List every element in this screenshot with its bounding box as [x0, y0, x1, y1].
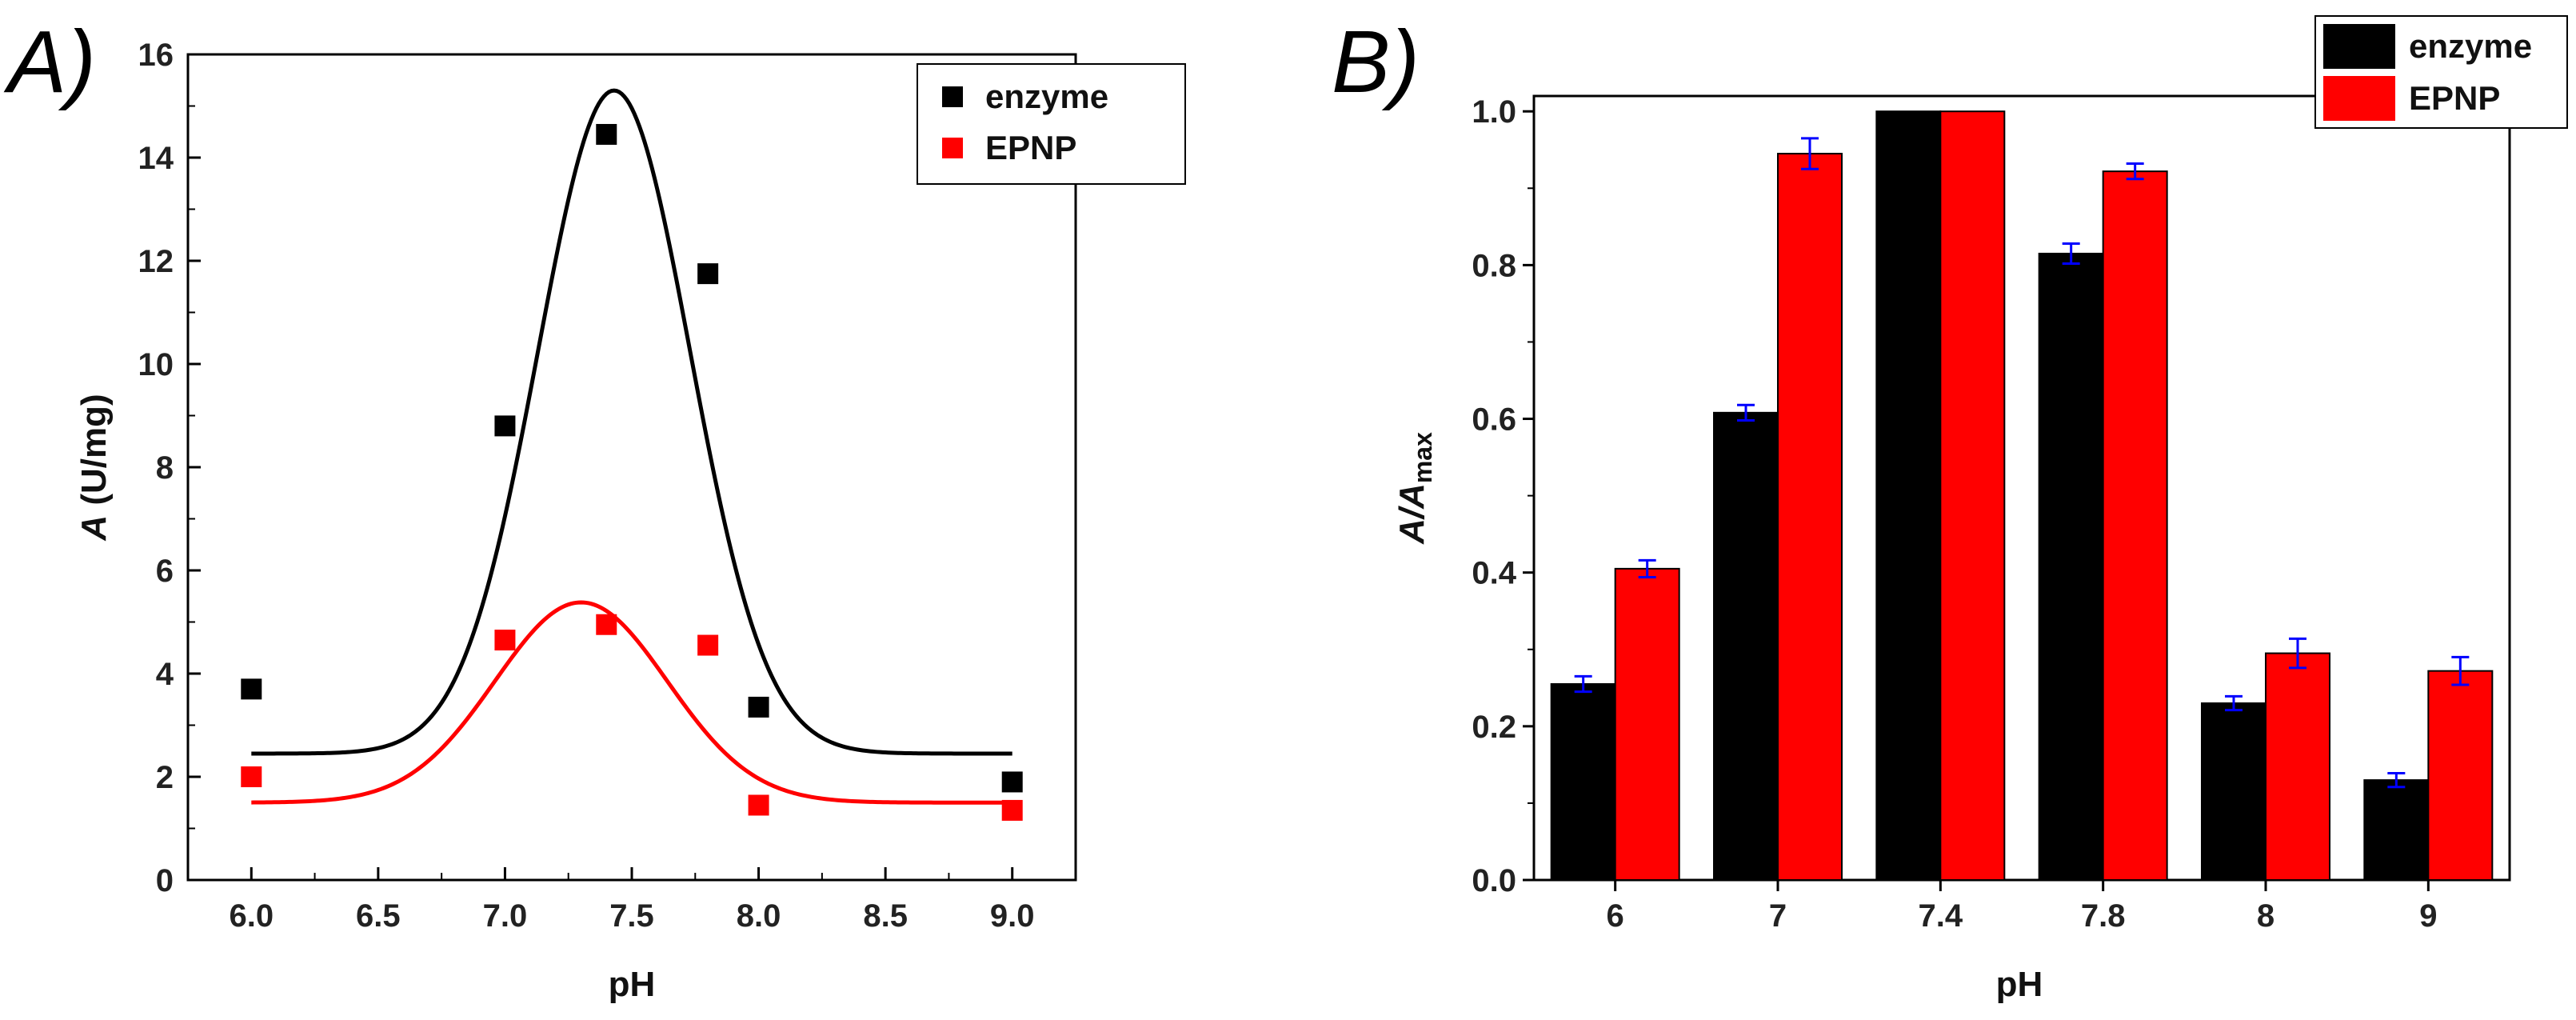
panel-a-x-tick-label: 9.0	[990, 898, 1035, 934]
panel-a-legend-box	[917, 63, 1186, 185]
panel-a-point-enzyme	[1001, 771, 1023, 793]
panel-b-x-tick-label: 7.4	[1919, 898, 1963, 934]
panel-a-point-epnp	[697, 634, 719, 656]
panel-b-error-bar-enzyme	[1574, 674, 1592, 694]
panel-b-y-axis-title-sub: max	[1408, 432, 1437, 483]
panel-b-y-axis-title-symbol: A/A	[1392, 483, 1432, 545]
panel-b-legend-label-enzyme: enzyme	[2409, 27, 2532, 65]
panel-a-y-tick-label: 2	[156, 760, 174, 795]
panel-b-x-axis-title: pH	[1996, 965, 2043, 1004]
panel-a-fit-curve-epnp	[251, 600, 1012, 805]
panel-b-y-tick-label: 0.6	[1472, 402, 1516, 438]
panel-a-x-axis: 6.0 6.5 7.0 7.5 8.0 8.5 9.0	[229, 867, 1035, 934]
panel-a-x-tick-label: 6.5	[356, 898, 401, 934]
panel-b-bar-epnp	[1777, 153, 1843, 881]
panel-b-legend: enzyme EPNP	[2314, 15, 2568, 129]
panel-b-x-tick-label: 7.8	[2081, 898, 2126, 934]
panel-a-data-points	[241, 123, 1023, 821]
panel-a-x-tick-label: 7.0	[483, 898, 528, 934]
panel-a-x-tick-label: 7.5	[609, 898, 654, 934]
panel-a-x-tick-label: 8.5	[863, 898, 908, 934]
panel-b-x-axis: 6 7 7.4 7.8 8 9	[1607, 880, 2437, 934]
panel-a-point-epnp	[241, 766, 262, 787]
panel-a-x-tick-label: 8.0	[737, 898, 781, 934]
panel-a-point-epnp	[748, 794, 769, 816]
panel-a-line-chart: A) 6.0 6.5 7.0 7.5 8.0 8.5 9.0 0 2 4 6 8 10 12 14 16 p…	[3, 13, 1186, 1004]
panel-b-x-tick-label: 7	[1769, 898, 1787, 934]
panel-a-legend-swatch-epnp	[942, 138, 963, 158]
panel-b-error-bar-epnp	[2451, 655, 2470, 686]
panel-a-point-enzyme	[241, 678, 262, 700]
panel-a-y-axis-title-symbol: A	[74, 515, 114, 542]
panel-b-bar-enzyme	[1875, 110, 1942, 881]
panel-a-y-tick-label: 4	[156, 657, 174, 692]
panel-b-error-bar-epnp	[2126, 162, 2144, 181]
panel-b-bar-enzyme	[2038, 252, 2104, 882]
panel-b-x-tick-label: 9	[2419, 898, 2437, 934]
panel-a-y-tick-label: 10	[138, 347, 174, 382]
panel-b-bars	[1550, 110, 2494, 882]
panel-b-bar-enzyme	[1550, 683, 1616, 881]
panel-b-label: B)	[1332, 13, 1420, 111]
panel-a-x-axis-title: pH	[609, 965, 656, 1004]
panel-b-error-bar-enzyme	[2225, 694, 2243, 712]
panel-a-point-enzyme	[697, 263, 719, 285]
panel-b-bar-chart: B) 6 7 7.4 7.8 8 9 0.0 0.2 0.4 0.6 0.8 1.0 pH A/Am…	[1332, 13, 2568, 1004]
panel-a-point-enzyme	[494, 415, 516, 437]
panel-b-bar-epnp	[2265, 652, 2330, 881]
panel-a-label: A)	[3, 13, 96, 111]
panel-a-fit-curves	[251, 88, 1012, 805]
panel-a-x-tick-label: 6.0	[229, 898, 274, 934]
panel-b-legend-swatch-epnp	[2323, 76, 2395, 121]
panel-b-error-bar-epnp	[2289, 637, 2306, 670]
panel-a-y-tick-label: 14	[138, 141, 174, 176]
panel-a-y-axis: 0 2 4 6 8 10 12 14 16	[138, 38, 201, 898]
panel-b-error-bar-epnp	[1638, 558, 1656, 578]
panel-b-y-axis-title: A/Amax	[1392, 432, 1437, 545]
panel-b-y-tick-label: 0.4	[1472, 556, 1516, 591]
panel-a-point-enzyme	[596, 123, 617, 145]
panel-a-point-enzyme	[748, 696, 769, 718]
panel-b-bar-epnp	[1939, 110, 2006, 881]
panel-b-y-axis: 0.0 0.2 0.4 0.6 0.8 1.0	[1472, 94, 1534, 898]
panel-a-fit-curve-enzyme	[251, 88, 1012, 756]
panel-b-error-bar-enzyme	[1737, 403, 1755, 422]
panel-b-y-tick-label: 1.0	[1472, 94, 1516, 130]
panel-b-y-tick-label: 0.0	[1472, 863, 1516, 898]
panel-b-error-bars	[1574, 137, 2470, 789]
panel-a-y-tick-label: 8	[156, 450, 174, 486]
panel-a-point-epnp	[494, 630, 516, 651]
panel-b-bar-epnp	[1614, 567, 1680, 881]
panel-a-point-epnp	[1001, 799, 1023, 821]
panel-b-bar-enzyme	[1713, 411, 1779, 881]
panel-b-error-bar-enzyme	[2062, 242, 2080, 265]
panel-a-legend-label-enzyme: enzyme	[985, 78, 1108, 115]
panel-b-y-tick-label: 0.2	[1472, 710, 1516, 745]
panel-b-error-bar-enzyme	[2387, 771, 2406, 789]
panel-b-x-tick-label: 8	[2257, 898, 2274, 934]
panel-b-legend-label-epnp: EPNP	[2409, 79, 2500, 117]
panel-a-legend: enzyme EPNP	[917, 63, 1186, 185]
panel-b-bar-epnp	[2102, 170, 2168, 881]
panel-b-bar-enzyme	[2363, 779, 2430, 881]
panel-a-y-tick-label: 6	[156, 554, 174, 589]
panel-b-error-bar-epnp	[1801, 137, 1819, 170]
panel-a-legend-label-epnp: EPNP	[985, 129, 1076, 166]
panel-a-point-epnp	[596, 614, 617, 635]
panel-a-legend-swatch-enzyme	[942, 86, 963, 107]
panel-b-bar-epnp	[2427, 670, 2494, 882]
panel-a-y-axis-title-unit: (U/mg)	[74, 394, 114, 515]
panel-a-y-tick-label: 16	[138, 38, 174, 73]
panel-b-x-tick-label: 6	[1607, 898, 1624, 934]
panel-b-legend-swatch-enzyme	[2323, 24, 2395, 69]
panel-a-y-axis-title: A (U/mg)	[74, 394, 114, 541]
panel-a-y-tick-label: 12	[138, 244, 174, 279]
panel-b-y-tick-label: 0.8	[1472, 248, 1516, 283]
panel-a-y-tick-label: 0	[156, 863, 174, 898]
panel-b-plot-frame	[1532, 94, 2511, 882]
panel-b-bar-enzyme	[2201, 702, 2266, 881]
